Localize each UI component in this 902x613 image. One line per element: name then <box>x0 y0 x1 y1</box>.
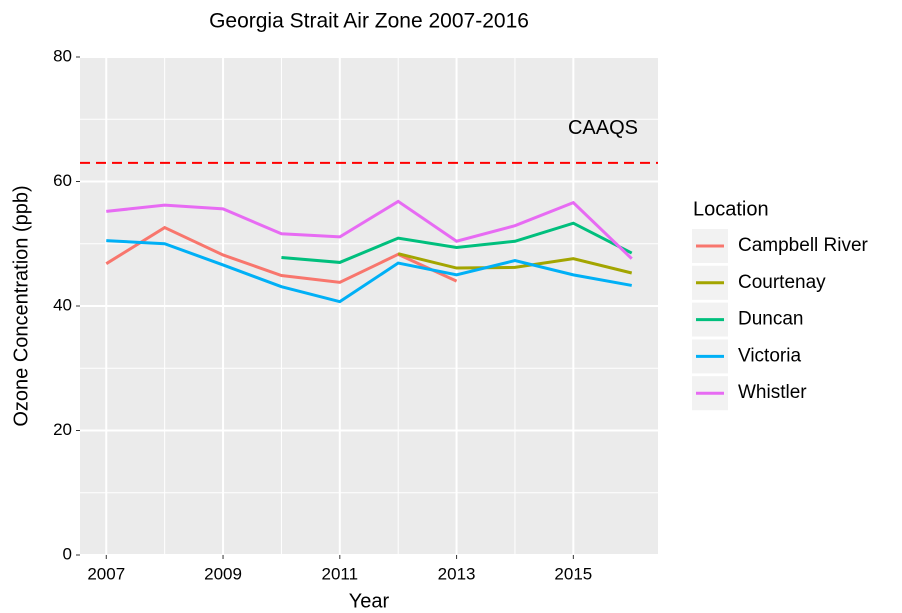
y-tick-label: 80 <box>53 46 72 65</box>
legend-label: Courtenay <box>738 272 826 293</box>
y-tick-label: 20 <box>53 420 72 439</box>
legend-label: Whistler <box>738 382 807 403</box>
x-tick-label: 2011 <box>322 564 359 583</box>
chart-title: Georgia Strait Air Zone 2007-2016 <box>209 10 529 33</box>
x-tick-label: 2009 <box>204 564 242 583</box>
y-tick-label: 0 <box>63 544 72 563</box>
y-axis-title: Ozone Concentration (ppb) <box>10 185 32 426</box>
legend-title: Location <box>693 198 769 220</box>
series-line <box>397 252 633 275</box>
x-tick-label: 2007 <box>87 564 125 583</box>
y-tick-label: 60 <box>53 171 72 190</box>
legend-label: Campbell River <box>738 235 869 256</box>
legend-label: Victoria <box>738 345 801 366</box>
legend-label: Duncan <box>738 309 804 330</box>
x-tick-label: 2015 <box>554 564 592 583</box>
x-axis-title: Year <box>349 590 390 612</box>
x-tick-label: 2013 <box>438 564 476 583</box>
series-line <box>106 239 632 304</box>
series-line <box>281 221 633 264</box>
series-line <box>106 199 633 260</box>
reference-label: CAAQS <box>568 117 638 139</box>
y-tick-label: 40 <box>53 295 72 314</box>
